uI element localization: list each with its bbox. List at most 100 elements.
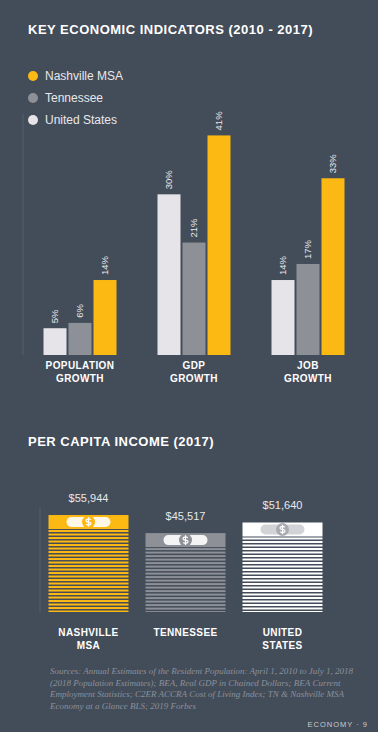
stacks [49, 515, 323, 612]
bill-edge [243, 548, 323, 550]
stack-body [146, 533, 226, 612]
legend-swatch [28, 93, 38, 103]
bill-edge [146, 573, 226, 575]
bar [208, 135, 231, 355]
money-stack [146, 533, 226, 612]
data-label: 14% [278, 255, 289, 275]
bill-coin [179, 534, 192, 547]
bill-edge [49, 555, 129, 557]
money-stack [49, 515, 129, 612]
dollar-icon [86, 517, 91, 527]
category-label: TENNESSEE [153, 627, 217, 638]
bill-edge [146, 587, 226, 589]
bill-edge [146, 566, 226, 568]
label-line: TENNESSEE [153, 627, 217, 638]
bar [44, 328, 67, 355]
bill-edge [146, 590, 226, 592]
stack-body [49, 515, 129, 612]
bill-edge [49, 548, 129, 550]
bill-edge [146, 569, 226, 571]
data-label: 6% [75, 304, 86, 318]
bill-edge [243, 576, 323, 578]
dollar-icon [280, 525, 285, 535]
bill-edge [243, 558, 323, 560]
label-line: MSA [77, 640, 100, 651]
page-svg: KEY ECONOMIC INDICATORS (2010 - 2017)Nas… [0, 0, 378, 732]
bill-edge [243, 565, 323, 567]
bill-edge [243, 590, 323, 592]
bill-edge [49, 530, 129, 532]
bill-edge [49, 597, 129, 599]
bill-edge [243, 572, 323, 574]
bill-edge [146, 583, 226, 585]
bill-edge [243, 544, 323, 546]
data-label: 30% [164, 170, 175, 190]
category-label: JOBGROWTH [284, 360, 332, 384]
legend-swatch [28, 71, 38, 81]
bill-edge [49, 604, 129, 606]
data-label: 21% [189, 218, 200, 238]
chart-title: PER CAPITA INCOME (2017) [28, 434, 214, 449]
bill-edge [243, 583, 323, 585]
bill-edge [243, 607, 323, 609]
stack-body [243, 522, 323, 612]
legend-label: United States [45, 113, 117, 127]
page-footer: ECONOMY · 9 [308, 720, 368, 729]
label-line: GROWTH [170, 373, 218, 384]
bar [94, 280, 117, 355]
bars [44, 135, 345, 355]
bill-edge [49, 565, 129, 567]
bill-edge [243, 586, 323, 588]
bill-edge [243, 593, 323, 595]
data-label: 41% [214, 111, 225, 131]
category-label: GDPGROWTH [170, 360, 218, 384]
bill-edge [49, 593, 129, 595]
bill-edge [49, 551, 129, 553]
money-stack [243, 522, 323, 612]
bill-panel [67, 517, 111, 527]
top-bill [243, 522, 323, 536]
bar [272, 280, 295, 355]
y-axis [23, 114, 24, 355]
label-line: STATES [262, 640, 302, 651]
bill-edge [243, 569, 323, 571]
bill-edge [49, 544, 129, 546]
bar [183, 243, 206, 355]
bill-edge [49, 590, 129, 592]
bill-edge [243, 597, 323, 599]
bill-edge [49, 600, 129, 602]
bill-edge [243, 562, 323, 564]
bill-edge [49, 534, 129, 536]
category-label: NASHVILLE MSA [58, 627, 118, 651]
bill-edge [146, 555, 226, 557]
bill-edge [243, 611, 323, 612]
bar [297, 264, 320, 355]
bill-edge [146, 580, 226, 582]
bill-edge [146, 608, 226, 610]
bill-edge [243, 600, 323, 602]
bill-edge [49, 558, 129, 560]
bill-edge [49, 579, 129, 581]
data-label: 5% [50, 309, 61, 323]
label-line: NASHVILLE [58, 627, 118, 638]
bill-edge [146, 611, 226, 612]
top-bill [146, 533, 226, 547]
bill-edge [243, 541, 323, 543]
bill-edge [243, 604, 323, 606]
label-line: GROWTH [56, 373, 104, 384]
bill-edge [49, 569, 129, 571]
bill-edge [243, 551, 323, 553]
data-label: 17% [303, 239, 314, 259]
bill-edge [146, 604, 226, 606]
bar [158, 194, 181, 355]
bill-edge [49, 541, 129, 543]
dollar-icon [183, 535, 188, 545]
bill-edge [49, 562, 129, 564]
label-line: JOB [297, 360, 319, 371]
bill-panel [261, 524, 305, 534]
category-label: UNITEDSTATES [262, 627, 302, 651]
label-line: POPULATION [46, 360, 115, 371]
bar [322, 178, 345, 355]
top-bill [49, 515, 129, 529]
legend-label: Tennessee [45, 91, 103, 105]
